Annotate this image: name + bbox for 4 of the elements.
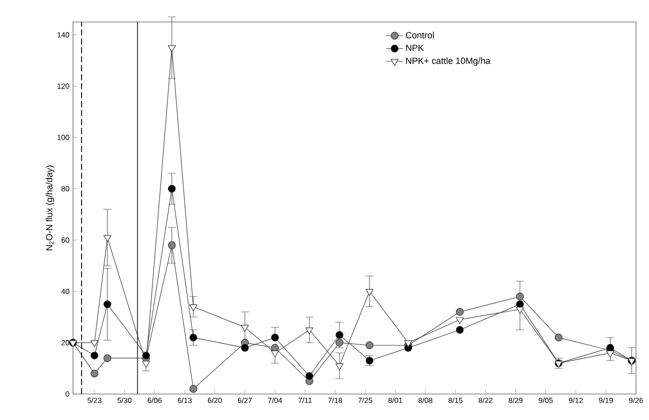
legend-label: NPK+ cattle 10Mg/ha [406,57,490,66]
y-axis-title: N$_{2}$O-N flux (g/ha/day) [46,166,54,250]
legend-label: NPK [406,44,424,51]
legend-label: Control [406,32,434,38]
